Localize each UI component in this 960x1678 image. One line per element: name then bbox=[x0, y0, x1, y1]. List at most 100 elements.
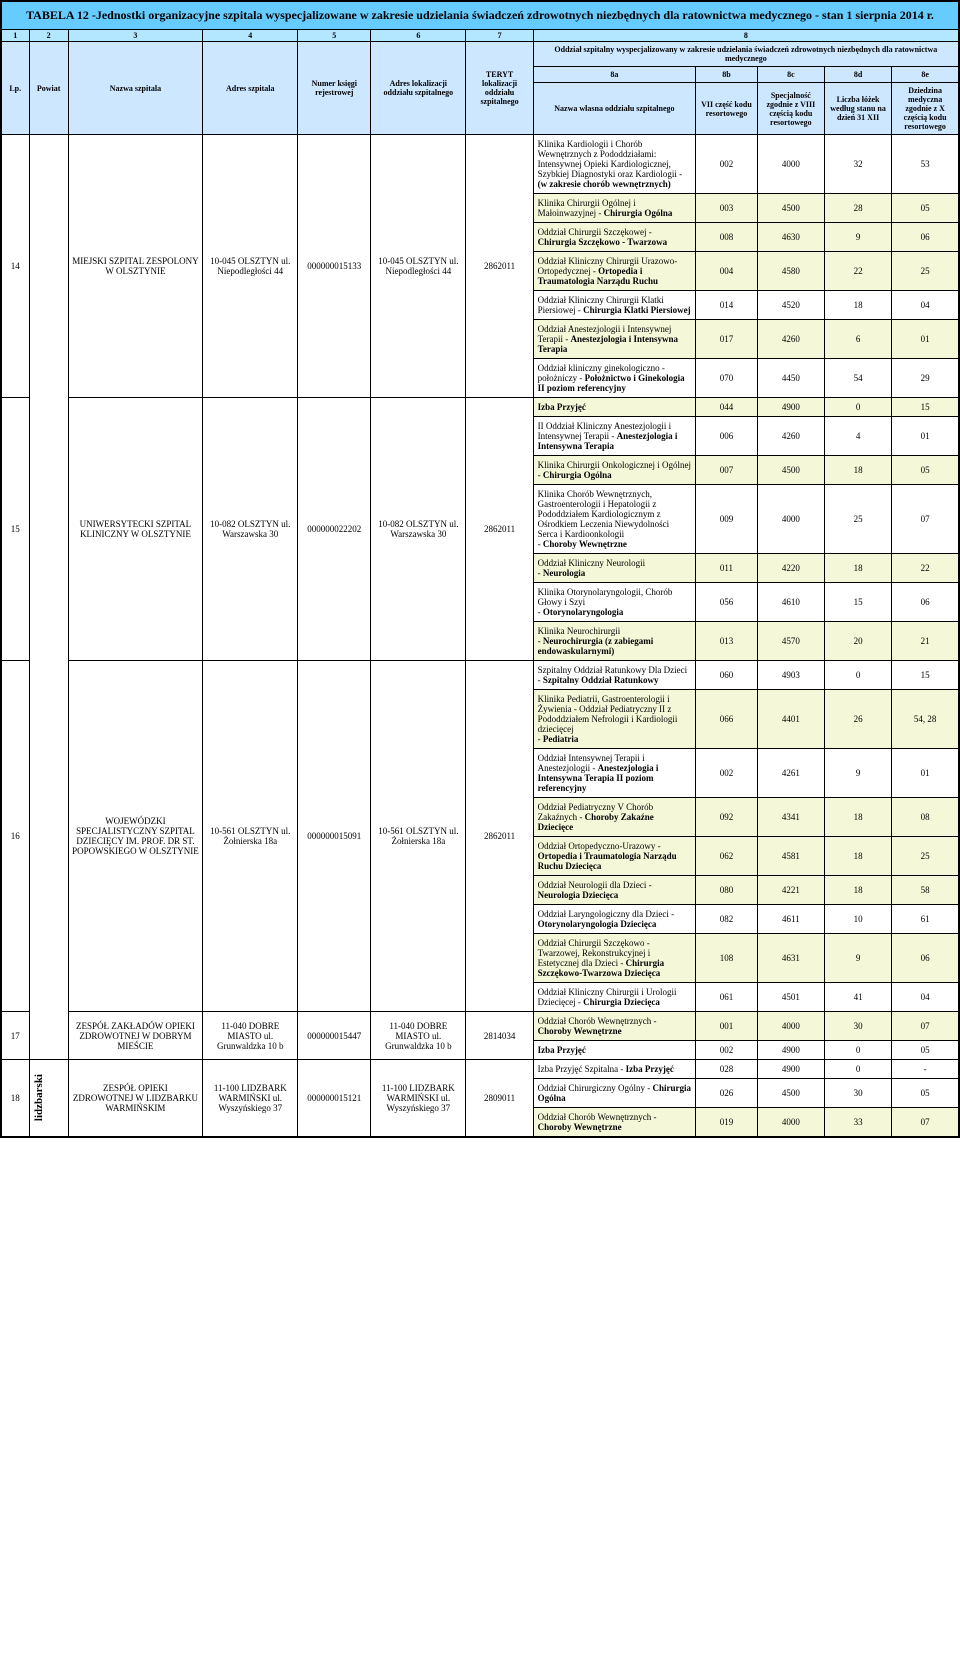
cell-ksiega: 000000015133 bbox=[298, 135, 371, 398]
cell-8b: 070 bbox=[696, 359, 758, 398]
cell-8e: 25 bbox=[892, 252, 959, 291]
hdr-8d-num: 8d bbox=[824, 67, 891, 83]
cell-8b: 044 bbox=[696, 398, 758, 417]
cell-8c: 4611 bbox=[757, 905, 824, 934]
cell-8b: 026 bbox=[696, 1079, 758, 1108]
hdr-loc: Adres lokalizacji oddziału szpitalnego bbox=[371, 42, 466, 135]
cell-8d: 4 bbox=[824, 417, 891, 456]
cell-8d: 26 bbox=[824, 690, 891, 749]
main-table: TABELA 12 -Jednostki organizacyjne szpit… bbox=[0, 0, 960, 1138]
cell-8d: 9 bbox=[824, 749, 891, 798]
cell-8e: 05 bbox=[892, 1041, 959, 1060]
cell-dept-name: Klinika Chorób Wewnętrznych, Gastroenter… bbox=[533, 485, 695, 554]
cell-dept-name: Oddział Ortopedyczno-Urazowy - Ortopedia… bbox=[533, 837, 695, 876]
cell-8b: 001 bbox=[696, 1012, 758, 1041]
cell-8c: 4900 bbox=[757, 1060, 824, 1079]
cell-8c: 4260 bbox=[757, 417, 824, 456]
cell-dept-name: Oddział Laryngologiczny dla Dzieci - Oto… bbox=[533, 905, 695, 934]
cell-8c: 4631 bbox=[757, 934, 824, 983]
colnum: 7 bbox=[466, 30, 533, 42]
cell-8c: 4570 bbox=[757, 622, 824, 661]
cell-8b: 017 bbox=[696, 320, 758, 359]
cell-dept-name: Klinika Otorynolaryngologii, Chorób Głow… bbox=[533, 583, 695, 622]
hdr-8c: Specjalność zgodnie z VIII częścią kodu … bbox=[757, 83, 824, 135]
cell-teryt: 2809011 bbox=[466, 1060, 533, 1138]
table-row: 16WOJEWÓDZKI SPECJALISTYCZNY SZPITAL DZI… bbox=[1, 661, 959, 690]
cell-dept-name: Oddział Pediatryczny V Chorób Zakaźnych … bbox=[533, 798, 695, 837]
cell-8e: 05 bbox=[892, 194, 959, 223]
cell-loc: 11-040 DOBRE MIASTO ul. Grunwaldzka 10 b bbox=[371, 1012, 466, 1060]
cell-8d: 0 bbox=[824, 1041, 891, 1060]
cell-8d: 18 bbox=[824, 798, 891, 837]
cell-8d: 30 bbox=[824, 1012, 891, 1041]
cell-8c: 4581 bbox=[757, 837, 824, 876]
cell-hospital-name: ZESPÓŁ ZAKŁADÓW OPIEKI ZDROWOTNEJ W DOBR… bbox=[68, 1012, 202, 1060]
cell-8d: 30 bbox=[824, 1079, 891, 1108]
cell-8b: 002 bbox=[696, 1041, 758, 1060]
cell-teryt: 2862011 bbox=[466, 135, 533, 398]
hdr-adres: Adres szpitala bbox=[203, 42, 298, 135]
cell-dept-name: Klinika Chirurgii Ogólnej i Małoinwazyjn… bbox=[533, 194, 695, 223]
cell-8d: 15 bbox=[824, 583, 891, 622]
hdr-powiat: Powiat bbox=[29, 42, 68, 135]
cell-lp: 14 bbox=[1, 135, 29, 398]
cell-teryt: 2862011 bbox=[466, 398, 533, 661]
cell-8c: 4221 bbox=[757, 876, 824, 905]
cell-8c: 4260 bbox=[757, 320, 824, 359]
hdr-8e: Dziedzina medyczna zgodnie z X częścią k… bbox=[892, 83, 959, 135]
cell-8c: 4220 bbox=[757, 554, 824, 583]
cell-dept-name: Oddział Kliniczny Chirurgii Urazowo-Orto… bbox=[533, 252, 695, 291]
hdr-8a: Nazwa własna oddziału szpitalnego bbox=[533, 83, 695, 135]
cell-8e: 53 bbox=[892, 135, 959, 194]
cell-8e: 06 bbox=[892, 934, 959, 983]
table-row: 14MIEJSKI SZPITAL ZESPOLONY W OLSZTYNIE1… bbox=[1, 135, 959, 194]
cell-8e: 07 bbox=[892, 1012, 959, 1041]
cell-dept-name: Izba Przyjęć Szpitalna - Izba Przyjęć bbox=[533, 1060, 695, 1079]
cell-8b: 013 bbox=[696, 622, 758, 661]
cell-8d: 20 bbox=[824, 622, 891, 661]
cell-8b: 006 bbox=[696, 417, 758, 456]
hdr-top8: Oddział szpitalny wyspecjalizowany w zak… bbox=[533, 42, 959, 67]
cell-8e: 08 bbox=[892, 798, 959, 837]
cell-8d: 54 bbox=[824, 359, 891, 398]
cell-dept-name: Oddział Kliniczny Chirurgii Klatki Piers… bbox=[533, 291, 695, 320]
colnum: 1 bbox=[1, 30, 29, 42]
cell-8b: 007 bbox=[696, 456, 758, 485]
cell-8c: 4630 bbox=[757, 223, 824, 252]
cell-8d: 25 bbox=[824, 485, 891, 554]
cell-8c: 4903 bbox=[757, 661, 824, 690]
cell-8d: 18 bbox=[824, 837, 891, 876]
cell-8d: 18 bbox=[824, 554, 891, 583]
cell-loc: 10-561 OLSZTYN ul. Żołnierska 18a bbox=[371, 661, 466, 1012]
cell-8c: 4900 bbox=[757, 1041, 824, 1060]
cell-8e: 04 bbox=[892, 291, 959, 320]
cell-lp: 17 bbox=[1, 1012, 29, 1060]
cell-8e: 01 bbox=[892, 320, 959, 359]
cell-8d: 32 bbox=[824, 135, 891, 194]
hdr-8b: VII część kodu resortowego bbox=[696, 83, 758, 135]
cell-teryt: 2862011 bbox=[466, 661, 533, 1012]
cell-8e: 29 bbox=[892, 359, 959, 398]
cell-8c: 4501 bbox=[757, 983, 824, 1012]
cell-8b: 080 bbox=[696, 876, 758, 905]
colnum: 6 bbox=[371, 30, 466, 42]
cell-8c: 4500 bbox=[757, 1079, 824, 1108]
cell-hospital-addr: 10-561 OLSZTYN ul. Żołnierska 18a bbox=[203, 661, 298, 1012]
cell-dept-name: Oddział Intensywnej Terapii i Anestezjol… bbox=[533, 749, 695, 798]
cell-ksiega: 000000015121 bbox=[298, 1060, 371, 1138]
cell-8d: 9 bbox=[824, 934, 891, 983]
cell-8c: 4000 bbox=[757, 485, 824, 554]
cell-hospital-name: UNIWERSYTECKI SZPITAL KLINICZNY W OLSZTY… bbox=[68, 398, 202, 661]
table-row: 18lidzbarskiZESPÓŁ OPIEKI ZDROWOTNEJ W L… bbox=[1, 1060, 959, 1079]
cell-hospital-addr: 10-082 OLSZTYN ul. Warszawska 30 bbox=[203, 398, 298, 661]
cell-lp: 16 bbox=[1, 661, 29, 1012]
cell-8e: 54, 28 bbox=[892, 690, 959, 749]
table-row: 17ZESPÓŁ ZAKŁADÓW OPIEKI ZDROWOTNEJ W DO… bbox=[1, 1012, 959, 1041]
colnum-row: 1 2 3 4 5 6 7 8 bbox=[1, 30, 959, 42]
cell-8d: 18 bbox=[824, 291, 891, 320]
cell-dept-name: Oddział Anestezjologii i Intensywnej Ter… bbox=[533, 320, 695, 359]
cell-8b: 092 bbox=[696, 798, 758, 837]
cell-8d: 9 bbox=[824, 223, 891, 252]
cell-8e: 07 bbox=[892, 1108, 959, 1138]
cell-loc: 10-045 OLSZTYN ul. Niepodległości 44 bbox=[371, 135, 466, 398]
